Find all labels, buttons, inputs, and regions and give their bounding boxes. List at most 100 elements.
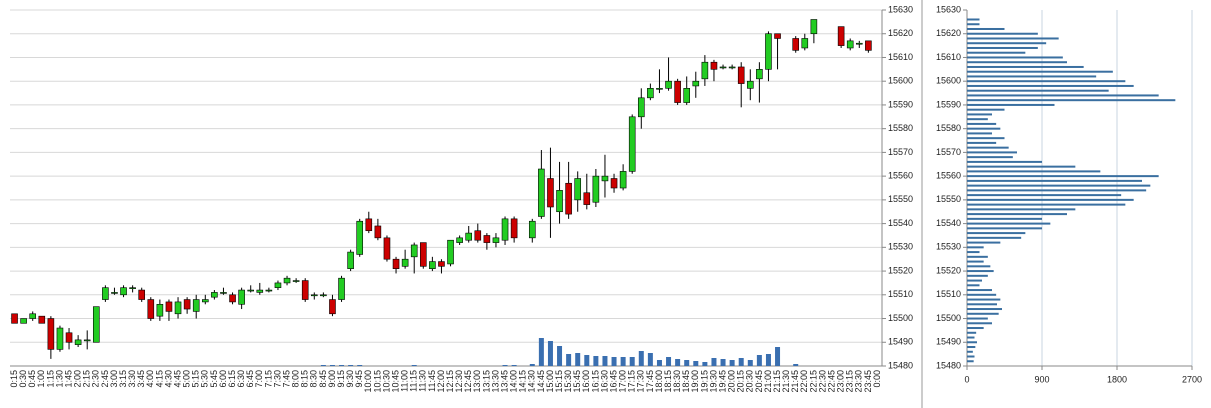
x-tick-label: 11:00 bbox=[400, 370, 410, 392]
candle-body bbox=[320, 294, 327, 297]
profile-bar bbox=[967, 208, 1076, 211]
candle-body bbox=[647, 88, 654, 99]
x-tick-label: 14:15 bbox=[518, 370, 528, 393]
profile-bar bbox=[967, 132, 992, 135]
y-tick-label: 15630 bbox=[936, 4, 961, 14]
candle-body bbox=[274, 282, 282, 288]
profile-bar bbox=[967, 213, 1067, 216]
x-tick-label: 0:45 bbox=[27, 370, 37, 388]
y-tick-label: 15500 bbox=[888, 313, 913, 323]
candle-body bbox=[392, 258, 400, 269]
candle-body bbox=[665, 80, 672, 89]
x-tick-label: 18:00 bbox=[654, 370, 664, 393]
x-tick-label: 0:00 bbox=[872, 370, 882, 388]
volume-bar bbox=[656, 360, 662, 366]
profile-bar bbox=[967, 360, 974, 363]
volume-bar bbox=[547, 341, 553, 366]
profile-bar bbox=[967, 56, 1063, 59]
profile-bar bbox=[967, 32, 1038, 35]
candle-body bbox=[419, 242, 427, 267]
profile-bar bbox=[967, 113, 992, 116]
profile-bar bbox=[967, 241, 1001, 244]
y-tick-label: 15620 bbox=[888, 28, 913, 38]
candle-body bbox=[438, 261, 445, 267]
x-tick-label: 1:15 bbox=[45, 370, 55, 388]
volume-bar bbox=[666, 357, 672, 366]
candle-body bbox=[855, 42, 863, 45]
volume-bar bbox=[511, 365, 517, 366]
candle-body bbox=[765, 33, 772, 70]
volume-bar bbox=[602, 356, 608, 366]
x-tick-label: 13:15 bbox=[481, 370, 491, 393]
x-tick-label: 15:30 bbox=[563, 370, 573, 393]
x-tick-label: 16:00 bbox=[581, 370, 591, 393]
candle-body bbox=[592, 175, 600, 203]
volume-bar bbox=[693, 361, 699, 366]
candle-body bbox=[401, 258, 409, 267]
x-tick-label: 10:00 bbox=[363, 370, 373, 393]
x-tick-label: 13:30 bbox=[490, 370, 500, 393]
volume-bar bbox=[675, 359, 681, 366]
candle-body bbox=[492, 237, 500, 243]
candle-body bbox=[310, 294, 318, 297]
volume-bar bbox=[775, 347, 781, 366]
candle-body bbox=[656, 88, 663, 90]
x-tick-label: 22:00 bbox=[799, 370, 809, 393]
profile-bar bbox=[967, 18, 980, 21]
x-tick-label: 3:00 bbox=[109, 370, 119, 388]
candle-body bbox=[746, 80, 754, 89]
x-tick-label: 2:45 bbox=[100, 370, 110, 388]
candle-body bbox=[547, 178, 554, 208]
x-tick-label: 10:30 bbox=[381, 370, 391, 393]
volume-bar bbox=[529, 364, 535, 366]
profile-bar bbox=[967, 222, 1051, 225]
candle-body bbox=[601, 175, 609, 182]
x-tick-label: 4:15 bbox=[154, 370, 164, 388]
profile-bar bbox=[967, 227, 1042, 230]
profile-bar bbox=[967, 308, 1002, 311]
profile-bar bbox=[967, 42, 1047, 45]
candle-body bbox=[810, 19, 818, 35]
x-tick-label: 1:45 bbox=[63, 370, 73, 388]
profile-bar bbox=[967, 255, 988, 258]
candle-body bbox=[138, 289, 146, 300]
candle-body bbox=[801, 38, 809, 49]
profile-bar bbox=[967, 312, 999, 315]
y-tick-label: 15580 bbox=[936, 123, 961, 133]
profile-bar bbox=[967, 146, 1009, 149]
x-tick-label: 5:15 bbox=[191, 370, 201, 388]
candle-body bbox=[701, 61, 709, 80]
x-tick-label: 21:00 bbox=[763, 370, 773, 393]
volume-bar bbox=[411, 365, 417, 366]
profile-bar bbox=[967, 303, 997, 306]
x-tick-label: 23:15 bbox=[845, 370, 855, 393]
candle-body bbox=[220, 292, 227, 294]
candle-body bbox=[456, 237, 463, 243]
y-tick-label: 15490 bbox=[888, 337, 913, 347]
candle-body bbox=[192, 299, 200, 312]
x-tick-label: 18:30 bbox=[672, 370, 682, 393]
x-tick-label: 18:45 bbox=[681, 370, 691, 393]
candle-body bbox=[637, 97, 645, 118]
x-tick-label: 5:00 bbox=[182, 370, 192, 388]
y-tick-label: 15630 bbox=[888, 4, 913, 14]
profile-bar bbox=[967, 75, 1097, 78]
profile-bar bbox=[967, 61, 1067, 64]
volume-bar bbox=[702, 362, 708, 366]
profile-bar bbox=[967, 179, 1142, 182]
y-tick-label: 15520 bbox=[936, 265, 961, 275]
x-tick-label: 4:30 bbox=[163, 370, 173, 388]
x-tick-label: 16:30 bbox=[599, 370, 609, 393]
y-tick-label: 15600 bbox=[888, 76, 913, 86]
candle-body bbox=[374, 225, 382, 239]
candle-body bbox=[183, 299, 191, 310]
profile-bar bbox=[967, 198, 1134, 201]
y-tick-label: 15530 bbox=[936, 242, 961, 252]
profile-bar bbox=[967, 51, 1026, 54]
x-tick-label: 4:00 bbox=[145, 370, 155, 388]
profile-bar bbox=[967, 46, 1038, 49]
candle-body bbox=[583, 192, 591, 205]
x-tick-label: 20:15 bbox=[736, 370, 746, 393]
x-tick-label: 9:30 bbox=[345, 370, 355, 388]
candle-body bbox=[865, 40, 872, 51]
